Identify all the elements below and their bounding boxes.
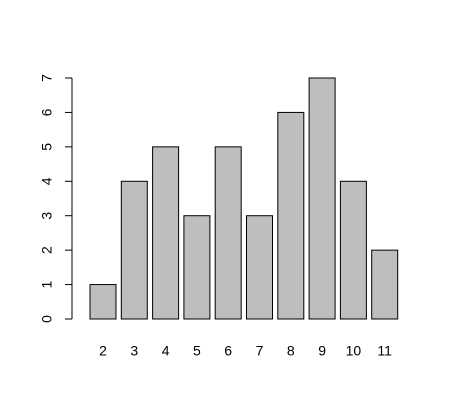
bar — [339, 180, 367, 320]
x-tick-label: 9 — [318, 343, 326, 359]
x-tick-label: 4 — [162, 343, 170, 359]
bar — [246, 215, 273, 320]
y-tick-label: 6 — [39, 108, 55, 116]
bar — [183, 215, 211, 320]
x-tick-label: 11 — [377, 343, 392, 359]
bar — [120, 180, 148, 320]
bar — [152, 146, 180, 320]
bar — [214, 146, 242, 320]
y-tick-label: 3 — [39, 212, 55, 220]
x-tick-label: 6 — [224, 343, 232, 359]
y-tick-label: 5 — [39, 143, 55, 151]
x-tick-label: 8 — [287, 343, 295, 359]
x-tick-label: 3 — [130, 343, 138, 359]
x-tick-label: 7 — [256, 343, 264, 359]
x-tick-label: 2 — [99, 343, 107, 359]
x-tick-label: 5 — [193, 343, 201, 359]
y-tick-label: 2 — [39, 246, 55, 254]
bar — [89, 284, 117, 320]
bar — [308, 77, 336, 320]
bar — [371, 249, 399, 320]
y-tick-label: 1 — [39, 280, 55, 288]
x-tick-label: 10 — [346, 343, 362, 359]
y-tick-label: 7 — [39, 74, 55, 82]
y-tick-label: 4 — [39, 177, 55, 185]
y-tick-label: 0 — [39, 315, 55, 323]
bar — [277, 111, 305, 320]
